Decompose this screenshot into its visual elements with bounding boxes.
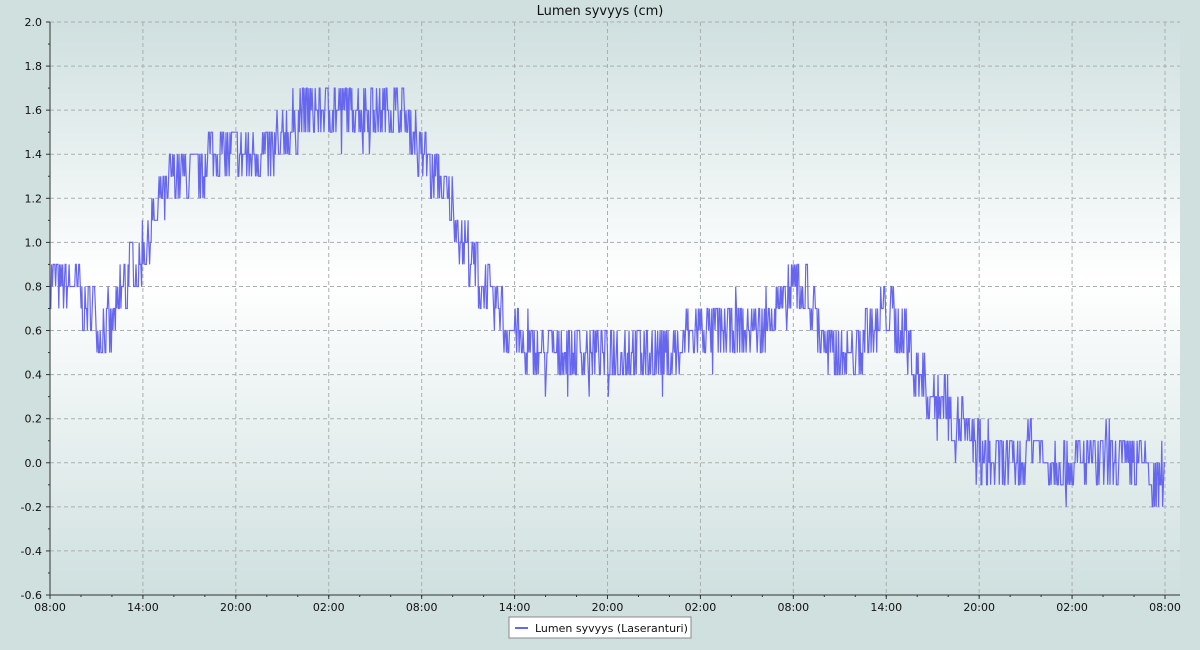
x-tick-label: 08:00 [34, 601, 66, 614]
series-layer [50, 87, 1165, 508]
legend: Lumen syvyys (Laseranturi) [508, 616, 692, 639]
x-tick-label: 08:00 [1149, 601, 1181, 614]
y-tick-label: -0.4 [21, 545, 42, 558]
x-ticks: 08:00 14:00 20:00 02:00 08:00 14:00 20:00 02:00… [34, 595, 1181, 614]
legend-box [508, 616, 692, 639]
y-tick-label: 0.6 [25, 325, 43, 338]
x-tick-label: 14:00 [499, 601, 531, 614]
x-tick-label: 08:00 [777, 601, 809, 614]
y-tick-label: 0.8 [25, 280, 43, 293]
x-tick-label: 08:00 [406, 601, 438, 614]
y-tick-label: 1.0 [25, 236, 43, 249]
legend-label: Lumen syvyys (Laseranturi) [535, 622, 688, 635]
x-tick-label: 02:00 [313, 601, 345, 614]
y-tick-label: 1.2 [25, 192, 43, 205]
y-tick-label: 0.4 [25, 369, 43, 382]
series-line [50, 87, 1165, 508]
x-tick-label: 02:00 [685, 601, 717, 614]
y-tick-label: 1.6 [25, 104, 43, 117]
y-tick-label: 2.0 [25, 16, 43, 29]
y-tick-label: 0.0 [25, 457, 43, 470]
y-tick-label: -0.6 [21, 589, 42, 602]
x-tick-label: 14:00 [870, 601, 902, 614]
x-tick-label: 02:00 [1056, 601, 1088, 614]
x-tick-label: 20:00 [963, 601, 995, 614]
y-ticks: 2.0 1.8 1.6 1.4 1.2 1.0 0.8 0.6 0.4 0.2 0.0 -0.2 -0.… [21, 16, 50, 602]
x-tick-label: 14:00 [127, 601, 159, 614]
chart-title: Lumen syvyys (cm) [537, 4, 664, 19]
x-tick-label: 20:00 [220, 601, 252, 614]
y-tick-label: -0.2 [21, 501, 42, 514]
x-tick-label: 20:00 [592, 601, 624, 614]
y-tick-label: 0.2 [25, 413, 43, 426]
plot-background [50, 22, 1180, 595]
y-tick-label: 1.8 [25, 60, 43, 73]
y-tick-label: 1.4 [25, 148, 43, 161]
